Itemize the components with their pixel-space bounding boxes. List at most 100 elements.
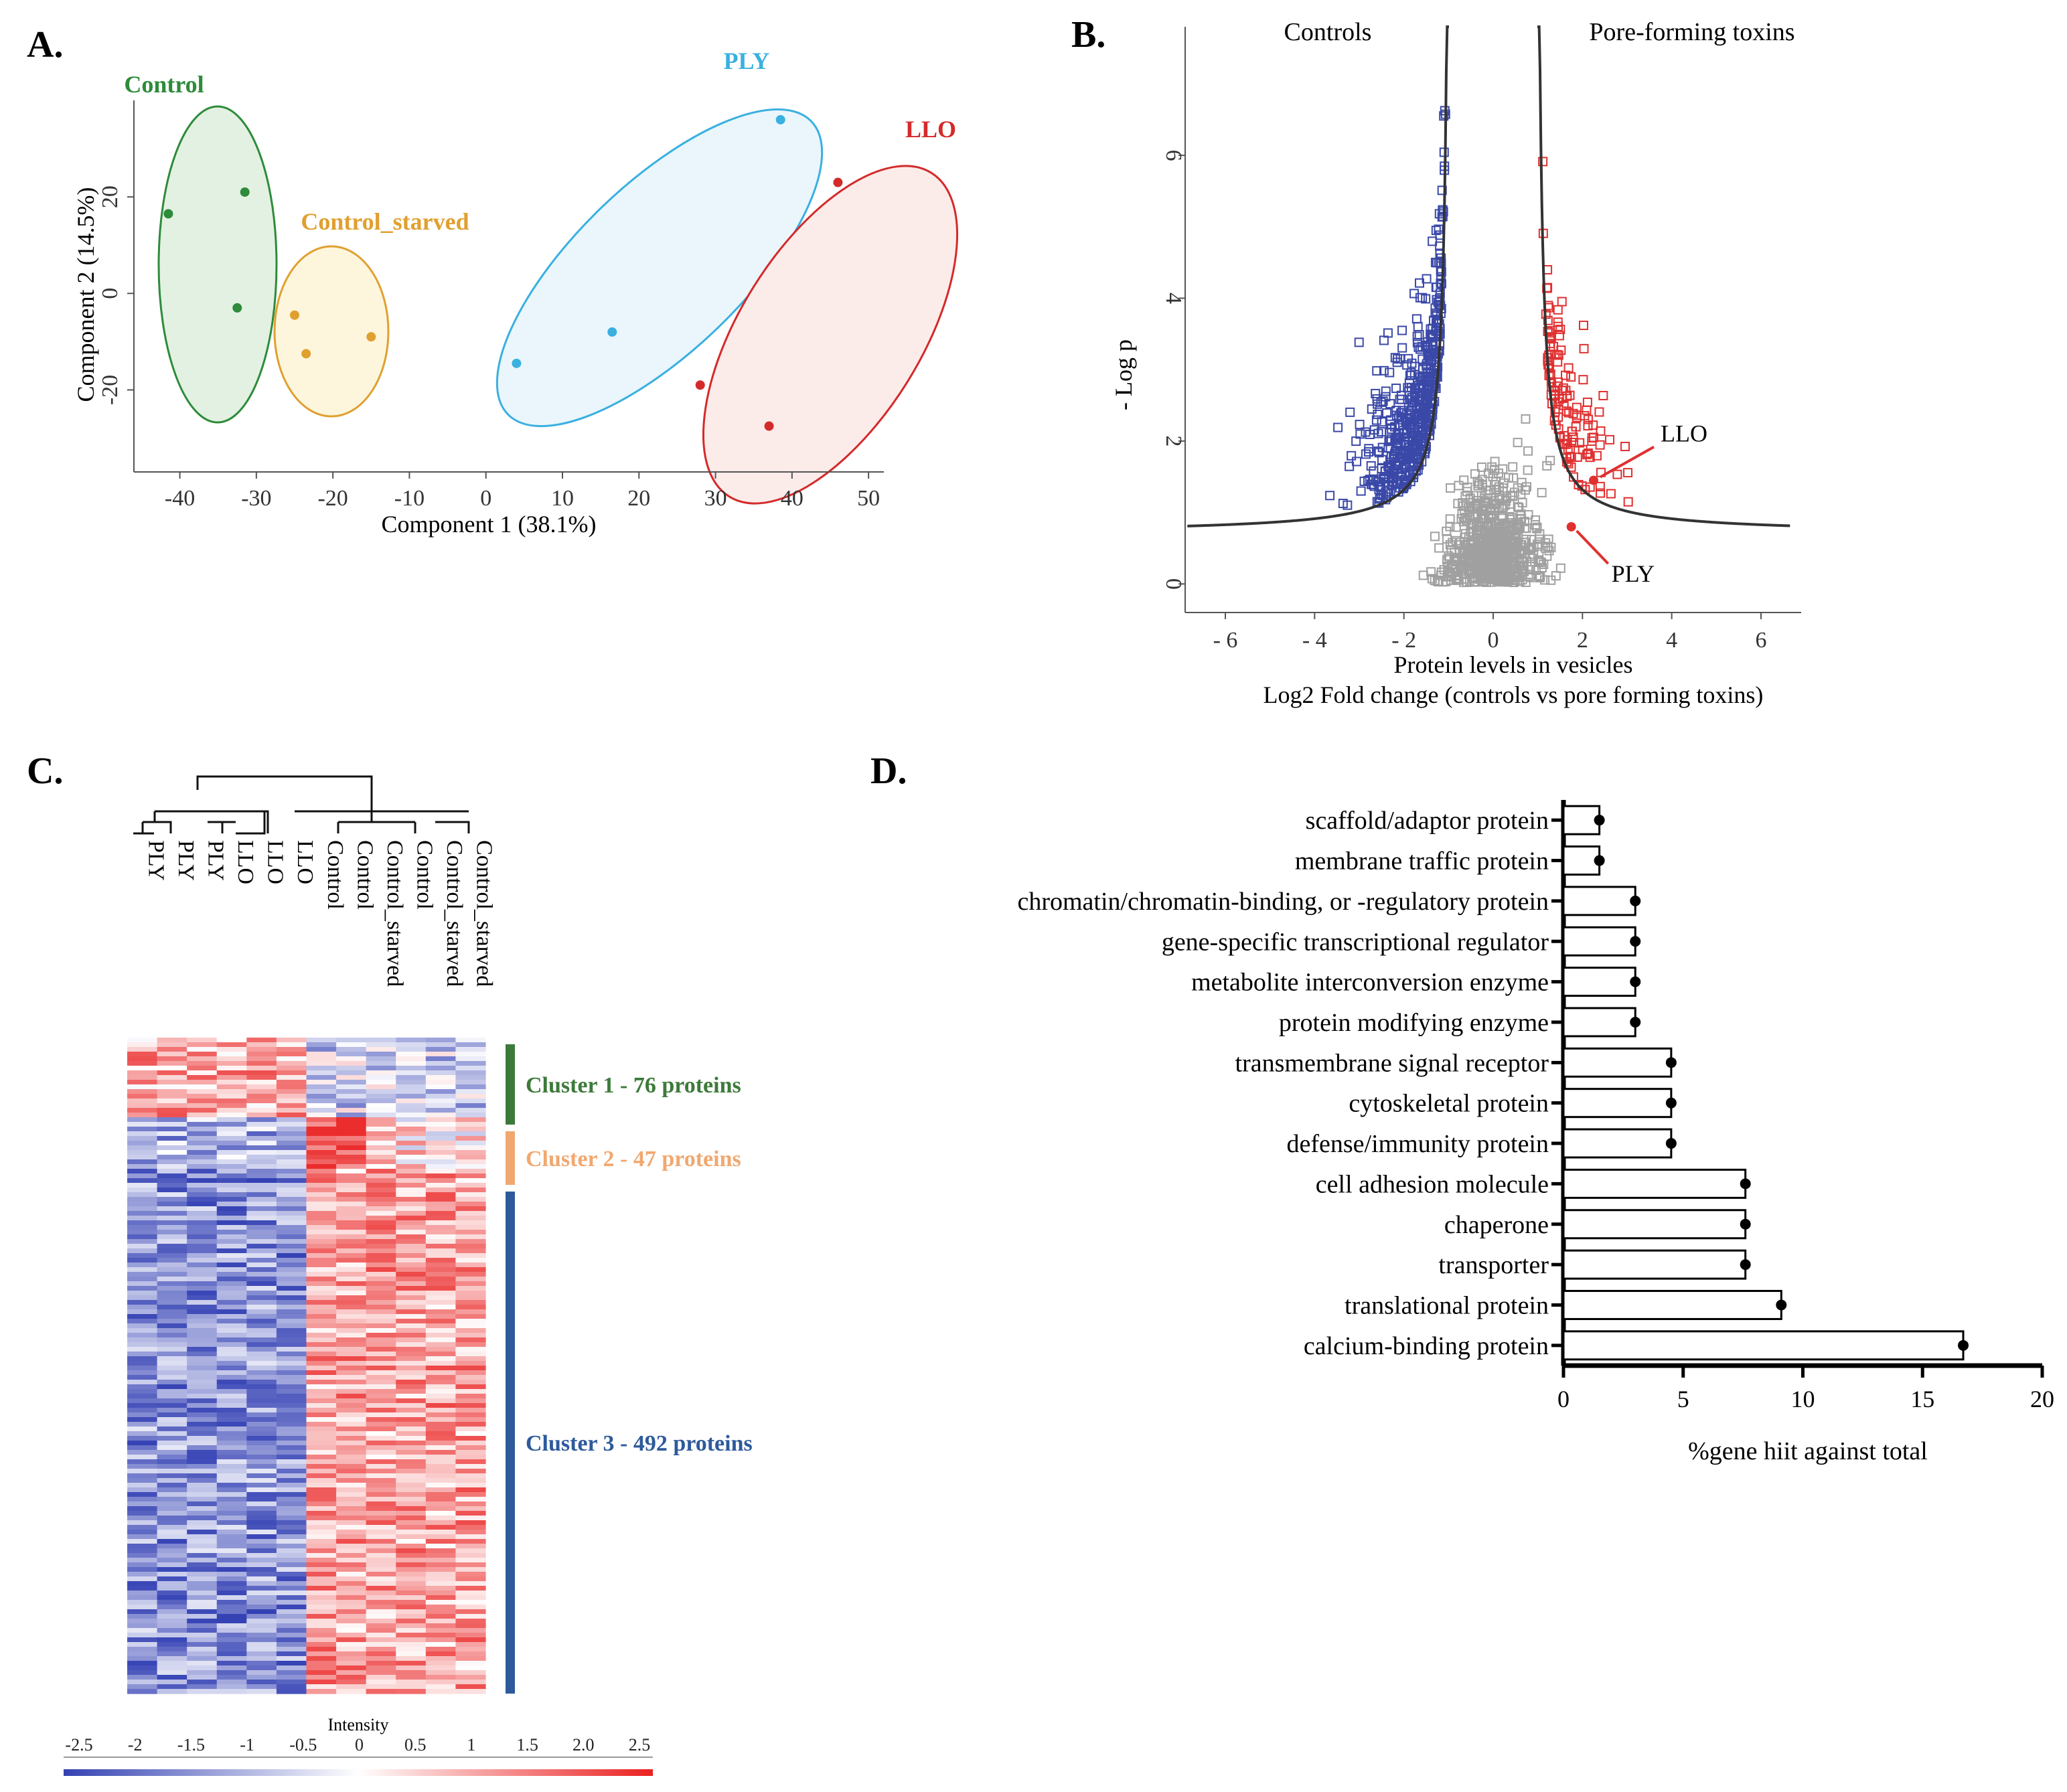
heatmap-cell [157,1117,187,1123]
heatmap-cell [187,1656,218,1661]
heatmap-cell [455,1225,486,1230]
point-not-significant [1448,560,1458,570]
heatmap-cell [157,1098,187,1104]
heatmap-cell [455,1670,486,1676]
heatmap-cell [366,1530,396,1535]
heatmap-cell [366,1202,396,1207]
heatmap-cell [396,1412,427,1418]
heatmap-cell [396,1553,427,1558]
point-controls [1371,388,1381,398]
heatmap-cell [157,1586,187,1591]
heatmap-cell [455,1689,486,1694]
point-controls [1369,466,1379,476]
heatmap-cell [336,1506,367,1512]
heatmap-cell [336,1202,367,1207]
heatmap-cell [246,1155,277,1160]
heatmap-cell [336,1122,367,1127]
heatmap-cell [246,1384,277,1390]
point-controls [1409,397,1420,407]
heatmap-cell [306,1309,337,1315]
heatmap-cell [216,1473,247,1479]
heatmap-cell [336,1192,367,1198]
heatmap-cell [366,1150,396,1155]
heatmap-cell [216,1422,247,1427]
heatmap-cell [157,1651,187,1657]
heatmap-cell [216,1441,247,1446]
heatmap-cell [276,1389,307,1394]
heatmap-cell [216,1220,247,1226]
heatmap-cell [396,1567,427,1572]
heatmap-cell [425,1183,457,1188]
heatmap-cell [246,1248,277,1254]
heatmap-cell [366,1356,396,1362]
heatmap-cell [216,1309,247,1315]
heatmap-cell [187,1689,218,1694]
heatmap-cell [127,1464,158,1469]
x-tick-label: -40 [165,486,195,511]
x-tick-label: 50 [857,486,880,511]
heatmap-cell [216,1553,247,1558]
point-controls [1391,433,1401,443]
heatmap-cell [127,1117,158,1123]
heatmap-cell [216,1427,247,1432]
heatmap-cell [216,1506,247,1512]
heatmap-cell [455,1061,486,1066]
heatmap-cell [425,1539,457,1544]
heatmap-cell [336,1253,367,1258]
heatmap-cell [246,1075,277,1080]
category-label: protein modifying enzyme [1279,1009,1549,1037]
point-ply [775,114,785,125]
heatmap-cell [366,1642,396,1647]
heatmap-cell [396,1422,427,1427]
heatmap-cell [276,1164,307,1169]
heatmap-cell [216,1117,247,1123]
heatmap-cell [396,1450,427,1455]
heatmap-cell [396,1337,427,1343]
heatmap-cell [216,1623,247,1629]
heatmap-cell [157,1103,187,1109]
heatmap-cell [216,1352,247,1357]
heatmap-cell [455,1178,486,1184]
scale-tick-label: -1 [240,1735,254,1755]
heatmap-cell [246,1665,277,1671]
heatmap-cell [157,1665,187,1671]
heatmap-cell [276,1216,307,1221]
heatmap-cell [425,1225,457,1230]
heatmap-cell [127,1548,158,1554]
heatmap-cell [366,1103,396,1109]
heatmap-cell [187,1366,218,1371]
heatmap-cell [246,1239,277,1244]
heatmap-cell [187,1103,218,1109]
heatmap-cell [306,1684,337,1690]
heatmap-cell [276,1595,307,1601]
heatmap-cell [455,1431,486,1437]
heatmap-cell [306,1534,337,1540]
heatmap-cell [276,1455,307,1460]
heatmap-cell [455,1516,486,1521]
point-not-significant [1485,485,1495,495]
point-controls [1431,226,1441,236]
heatmap-cell [246,1366,277,1371]
point-llo [1589,475,1598,485]
heatmap-cell [276,1127,307,1132]
heatmap-cell [127,1328,158,1333]
heatmap-cell [276,1633,307,1638]
heatmap-cell [306,1239,337,1244]
heatmap-cell [216,1122,247,1127]
heatmap-cell [246,1483,277,1488]
heatmap-cell [127,1375,158,1380]
heatmap-cell [276,1647,307,1652]
heatmap-cell [216,1539,247,1544]
heatmap-cell [127,1281,158,1287]
heatmap-cell [366,1487,396,1493]
point-not-significant [1463,545,1473,555]
point-not-significant [1490,531,1500,541]
point-not-significant [1494,564,1504,574]
heatmap-cell [216,1267,247,1273]
heatmap-cell [157,1548,187,1554]
heatmap-cell [455,1665,486,1671]
heatmap-cell [187,1450,218,1455]
cluster-bar-2 [506,1131,515,1185]
heatmap-cell [306,1441,337,1446]
heatmap-cell [455,1122,486,1127]
